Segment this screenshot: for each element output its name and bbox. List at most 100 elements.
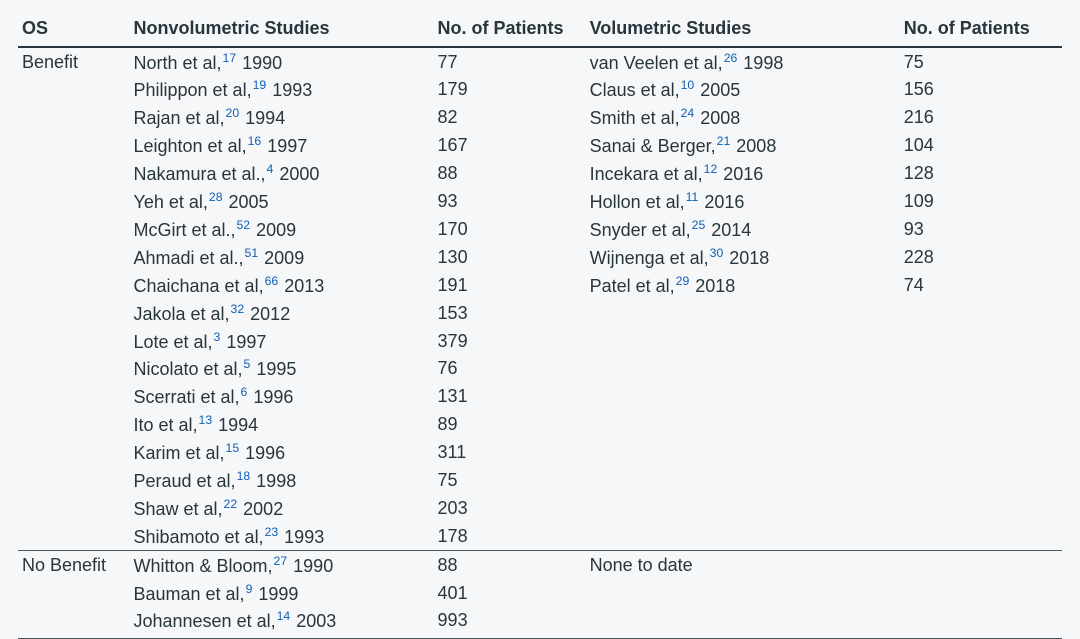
study-authors: Lote et al, bbox=[133, 332, 212, 352]
nonvolumetric-study-cell: Leighton et al,16 1997 bbox=[129, 132, 433, 160]
reference-number[interactable]: 11 bbox=[685, 190, 700, 204]
study-authors: Wijnenga et al, bbox=[590, 248, 709, 268]
reference-number[interactable]: 25 bbox=[691, 218, 707, 232]
reference-number[interactable]: 32 bbox=[230, 302, 246, 316]
reference-number[interactable]: 24 bbox=[680, 106, 696, 120]
study-authors: Karim et al, bbox=[133, 443, 224, 463]
volumetric-study-cell: Claus et al,10 2005 bbox=[586, 76, 900, 104]
os-cell bbox=[18, 495, 129, 523]
os-cell bbox=[18, 299, 129, 327]
os-cell bbox=[18, 216, 129, 244]
reference-number[interactable]: 28 bbox=[208, 190, 224, 204]
study-year: 2012 bbox=[245, 304, 290, 324]
reference-number[interactable]: 51 bbox=[244, 246, 260, 260]
study-year: 1993 bbox=[279, 527, 324, 547]
reference-number[interactable]: 26 bbox=[723, 51, 739, 65]
os-cell bbox=[18, 188, 129, 216]
table-body: BenefitNorth et al,17 199077van Veelen e… bbox=[18, 47, 1062, 638]
nonvolumetric-n-cell: 178 bbox=[434, 522, 586, 550]
volumetric-n-cell bbox=[900, 299, 1062, 327]
table-row: Nakamura et al.,4 200088Incekara et al,1… bbox=[18, 160, 1062, 188]
reference-number[interactable]: 14 bbox=[276, 609, 292, 623]
study-year: 1994 bbox=[240, 108, 285, 128]
volumetric-n-cell bbox=[900, 355, 1062, 383]
reference-number[interactable]: 23 bbox=[264, 525, 280, 539]
reference-number[interactable]: 21 bbox=[716, 134, 732, 148]
nonvolumetric-study-cell: Yeh et al,28 2005 bbox=[129, 188, 433, 216]
volumetric-n-cell bbox=[900, 495, 1062, 523]
volumetric-n-cell bbox=[900, 607, 1062, 638]
col-header-nv: Nonvolumetric Studies bbox=[129, 12, 433, 47]
study-year: 1990 bbox=[237, 53, 282, 73]
reference-number[interactable]: 13 bbox=[198, 413, 214, 427]
col-header-nvn: No. of Patients bbox=[434, 12, 586, 47]
volumetric-n-cell bbox=[900, 327, 1062, 355]
reference-number[interactable]: 19 bbox=[252, 78, 268, 92]
volumetric-n-cell: 128 bbox=[900, 160, 1062, 188]
nonvolumetric-n-cell: 993 bbox=[434, 607, 586, 638]
nonvolumetric-n-cell: 401 bbox=[434, 579, 586, 607]
nonvolumetric-n-cell: 88 bbox=[434, 551, 586, 579]
reference-number[interactable]: 10 bbox=[680, 78, 696, 92]
study-year: 2018 bbox=[724, 248, 769, 268]
study-authors: Jakola et al, bbox=[133, 304, 229, 324]
reference-number[interactable]: 12 bbox=[703, 162, 719, 176]
table-row: Philippon et al,19 1993179Claus et al,10… bbox=[18, 76, 1062, 104]
reference-number[interactable]: 22 bbox=[223, 497, 239, 511]
nonvolumetric-study-cell: Shibamoto et al,23 1993 bbox=[129, 522, 433, 550]
study-year: 2018 bbox=[690, 276, 735, 296]
studies-table: OS Nonvolumetric Studies No. of Patients… bbox=[18, 12, 1062, 639]
reference-number[interactable]: 17 bbox=[222, 51, 238, 65]
volumetric-n-cell: 75 bbox=[900, 47, 1062, 76]
table-row: McGirt et al.,52 2009170Snyder et al,25 … bbox=[18, 216, 1062, 244]
volumetric-study-cell bbox=[586, 327, 900, 355]
study-authors: Bauman et al, bbox=[133, 584, 244, 604]
table-row: Shibamoto et al,23 1993178 bbox=[18, 522, 1062, 550]
study-authors: Rajan et al, bbox=[133, 108, 224, 128]
study-authors: Johannesen et al, bbox=[133, 611, 275, 631]
study-year: 1997 bbox=[262, 136, 307, 156]
nonvolumetric-n-cell: 311 bbox=[434, 439, 586, 467]
reference-number[interactable]: 66 bbox=[264, 274, 280, 288]
study-year: 2013 bbox=[279, 276, 324, 296]
volumetric-study-cell bbox=[586, 383, 900, 411]
os-cell bbox=[18, 467, 129, 495]
study-authors: Ito et al, bbox=[133, 415, 197, 435]
os-cell bbox=[18, 383, 129, 411]
nonvolumetric-n-cell: 89 bbox=[434, 411, 586, 439]
reference-number[interactable]: 27 bbox=[273, 554, 289, 568]
volumetric-n-cell: 228 bbox=[900, 244, 1062, 272]
study-year: 1995 bbox=[251, 359, 296, 379]
nonvolumetric-n-cell: 76 bbox=[434, 355, 586, 383]
nonvolumetric-study-cell: Lote et al,3 1997 bbox=[129, 327, 433, 355]
volumetric-study-cell: Sanai & Berger,21 2008 bbox=[586, 132, 900, 160]
nonvolumetric-n-cell: 82 bbox=[434, 104, 586, 132]
nonvolumetric-n-cell: 379 bbox=[434, 327, 586, 355]
nonvolumetric-study-cell: Nakamura et al.,4 2000 bbox=[129, 160, 433, 188]
reference-number[interactable]: 30 bbox=[709, 246, 725, 260]
reference-number[interactable]: 29 bbox=[675, 274, 691, 288]
table-row: Leighton et al,16 1997167Sanai & Berger,… bbox=[18, 132, 1062, 160]
reference-number[interactable]: 20 bbox=[225, 106, 241, 120]
reference-number[interactable]: 15 bbox=[225, 441, 241, 455]
reference-number[interactable]: 52 bbox=[236, 218, 252, 232]
study-authors: Patel et al, bbox=[590, 276, 675, 296]
table-row: Peraud et al,18 199875 bbox=[18, 467, 1062, 495]
study-authors: Claus et al, bbox=[590, 80, 680, 100]
nonvolumetric-n-cell: 88 bbox=[434, 160, 586, 188]
nonvolumetric-n-cell: 170 bbox=[434, 216, 586, 244]
nonvolumetric-n-cell: 179 bbox=[434, 76, 586, 104]
nonvolumetric-study-cell: Rajan et al,20 1994 bbox=[129, 104, 433, 132]
study-authors: Chaichana et al, bbox=[133, 276, 263, 296]
os-cell bbox=[18, 522, 129, 550]
study-authors: Nicolato et al, bbox=[133, 359, 242, 379]
os-cell: Benefit bbox=[18, 47, 129, 76]
os-cell bbox=[18, 104, 129, 132]
study-authors: North et al, bbox=[133, 53, 221, 73]
study-year: 1990 bbox=[288, 556, 333, 576]
table-row: Yeh et al,28 200593Hollon et al,11 20161… bbox=[18, 188, 1062, 216]
reference-number[interactable]: 16 bbox=[247, 134, 263, 148]
nonvolumetric-n-cell: 167 bbox=[434, 132, 586, 160]
reference-number[interactable]: 18 bbox=[236, 469, 252, 483]
study-year: 2005 bbox=[695, 80, 740, 100]
